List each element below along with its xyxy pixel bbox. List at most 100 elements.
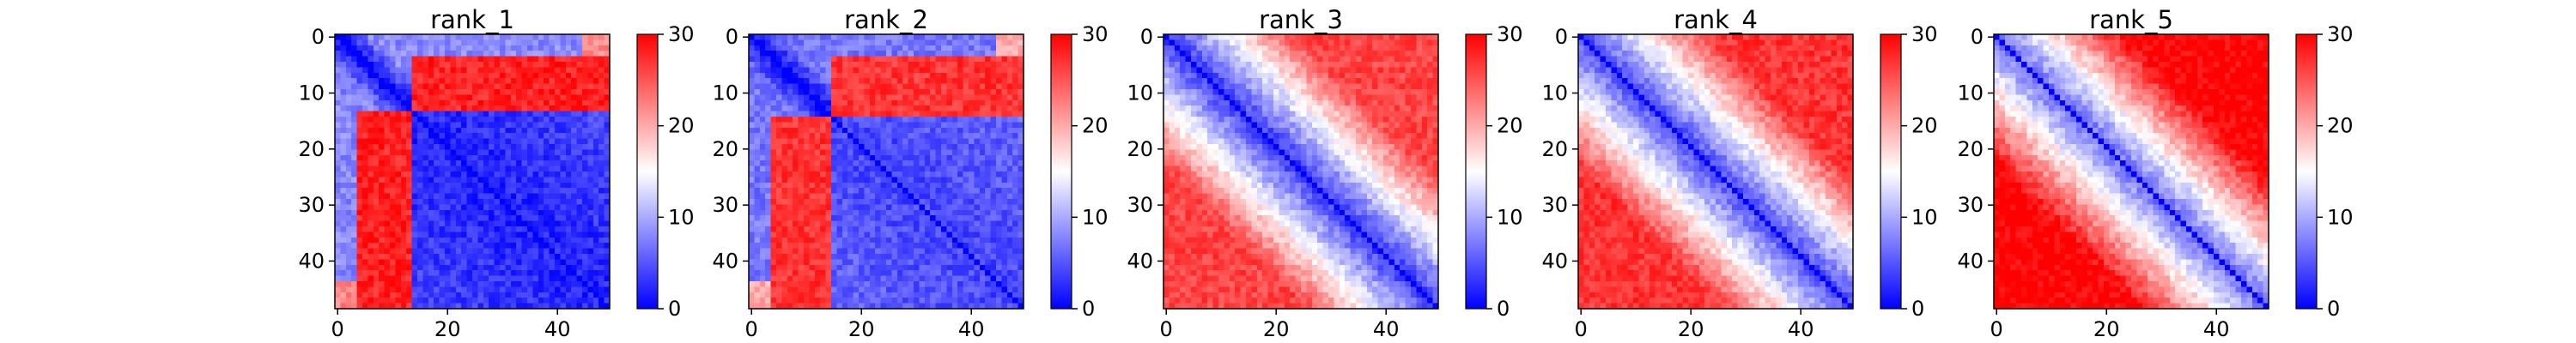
- heatmap-cell: [814, 83, 821, 90]
- heatmap-cell: [908, 45, 914, 51]
- heatmap-cell: [362, 243, 368, 249]
- heatmap-cell: [592, 177, 599, 184]
- heatmap-cell: [340, 39, 347, 46]
- heatmap-cell: [864, 78, 871, 84]
- heatmap-cell: [500, 67, 506, 74]
- heatmap-cell: [930, 111, 936, 117]
- heatmap-cell: [565, 78, 572, 84]
- heatmap-cell: [395, 34, 402, 40]
- heatmap-cell: [351, 94, 357, 101]
- heatmap-cell: [957, 270, 963, 276]
- heatmap-cell: [831, 72, 837, 79]
- heatmap-cell: [880, 138, 887, 145]
- heatmap-cell: [880, 105, 887, 111]
- heatmap-cell: [787, 94, 793, 101]
- heatmap-cell: [787, 220, 793, 227]
- heatmap-cell: [379, 281, 385, 287]
- heatmap-cell: [770, 83, 777, 90]
- heatmap-cell: [793, 232, 799, 238]
- heatmap-cell: [571, 67, 577, 74]
- heatmap-cell: [582, 94, 588, 101]
- heatmap-cell: [891, 237, 898, 244]
- heatmap-cell: [472, 45, 478, 51]
- heatmap-cell: [532, 182, 539, 189]
- heatmap-cell: [963, 62, 969, 68]
- heatmap-cell: [880, 264, 887, 271]
- heatmap-cell: [798, 51, 805, 57]
- heatmap-cell: [798, 154, 805, 161]
- heatmap-cell: [510, 303, 517, 310]
- heatmap-cell: [576, 34, 583, 40]
- heatmap-cell: [1012, 177, 1018, 184]
- heatmap-cell: [875, 56, 881, 63]
- heatmap-cell: [335, 117, 341, 123]
- heatmap-cell: [896, 51, 903, 57]
- heatmap-cell: [500, 172, 506, 178]
- heatmap-cell: [809, 303, 816, 310]
- heatmap-cell: [924, 78, 931, 84]
- heatmap-cell: [809, 78, 816, 84]
- heatmap-cell: [335, 220, 341, 227]
- heatmap-cell: [422, 133, 429, 139]
- heatmap-cell: [886, 281, 892, 287]
- heatmap-cell: [461, 243, 467, 249]
- heatmap-cell: [428, 160, 434, 166]
- heatmap-cell: [417, 138, 423, 145]
- heatmap-cell: [510, 259, 517, 266]
- heatmap-cell: [351, 56, 357, 63]
- heatmap-cell: [864, 254, 871, 260]
- heatmap-cell: [1006, 160, 1013, 166]
- heatmap-cell: [891, 62, 898, 68]
- heatmap-cell: [957, 144, 963, 150]
- heatmap-cell: [489, 99, 495, 106]
- heatmap-cell: [411, 105, 418, 111]
- heatmap-cell: [759, 39, 766, 46]
- heatmap-cell: [864, 275, 871, 282]
- heatmap-cell: [809, 149, 816, 156]
- heatmap-cell: [969, 83, 975, 90]
- heatmap-cell: [787, 78, 793, 84]
- heatmap-cell: [560, 111, 567, 117]
- heatmap-cell: [831, 232, 837, 238]
- heatmap-cell: [505, 62, 512, 68]
- heatmap-cell: [1012, 199, 1018, 205]
- heatmap-cell: [400, 259, 407, 266]
- heatmap-cell: [565, 215, 572, 221]
- heatmap-cell: [422, 248, 429, 255]
- heatmap-cell: [587, 122, 594, 129]
- heatmap-cell: [565, 204, 572, 211]
- heatmap-cell: [1006, 34, 1013, 40]
- heatmap-cell: [417, 193, 423, 200]
- heatmap-cell: [445, 51, 451, 57]
- heatmap-cell: [455, 165, 462, 172]
- heatmap-cell: [549, 259, 556, 266]
- heatmap-cell: [974, 172, 981, 178]
- heatmap-cell: [935, 56, 942, 63]
- heatmap-cell: [565, 264, 572, 271]
- heatmap-cell: [1001, 264, 1008, 271]
- heatmap-cell: [749, 94, 755, 101]
- heatmap-cell: [869, 264, 876, 271]
- heatmap-cell: [765, 226, 771, 232]
- heatmap-cell: [450, 165, 457, 172]
- heatmap-cell: [754, 165, 761, 172]
- heatmap-cell: [489, 232, 495, 238]
- heatmap-cell: [831, 292, 837, 298]
- heatmap-cell: [869, 138, 876, 145]
- heatmap-cell: [351, 99, 357, 106]
- heatmap-cell: [880, 72, 887, 79]
- heatmap-cell: [428, 39, 434, 46]
- heatmap-cell: [848, 89, 854, 95]
- heatmap-cell: [996, 154, 1002, 161]
- heatmap-cell: [538, 39, 544, 46]
- heatmap-cell: [417, 51, 423, 57]
- heatmap-cell: [472, 94, 478, 101]
- heatmap-cell: [532, 154, 539, 161]
- heatmap-cell: [510, 133, 517, 139]
- heatmap-cell: [368, 111, 374, 117]
- heatmap-cell: [576, 199, 583, 205]
- heatmap-cell: [914, 286, 920, 293]
- heatmap-cell: [985, 62, 991, 68]
- heatmap-cell: [400, 243, 407, 249]
- heatmap-cell: [1006, 127, 1013, 134]
